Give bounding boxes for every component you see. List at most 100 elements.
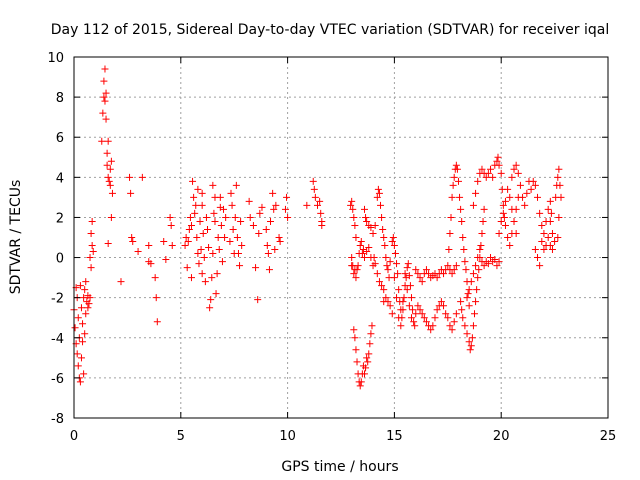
data-point	[379, 225, 387, 233]
data-point	[99, 109, 107, 117]
data-point	[529, 177, 537, 185]
data-point	[258, 203, 266, 211]
data-point	[255, 229, 263, 237]
data-point	[399, 306, 407, 314]
axis-ticks: 0 5 10 15 20 25 -8 -6 -4 -2 0 2 4 6 8 10	[47, 51, 616, 444]
data-point	[405, 302, 413, 310]
data-point	[269, 189, 277, 197]
data-point	[491, 256, 499, 264]
data-point	[516, 181, 524, 189]
data-point	[101, 65, 109, 73]
data-point	[145, 242, 153, 250]
data-point	[504, 185, 512, 193]
data-point	[467, 342, 475, 350]
data-point	[463, 294, 471, 302]
data-point	[103, 149, 111, 157]
data-point	[381, 242, 389, 250]
data-point	[209, 181, 217, 189]
data-point	[152, 294, 160, 302]
data-point	[208, 274, 216, 282]
data-point	[271, 246, 279, 254]
data-point	[309, 177, 317, 185]
data-point	[510, 217, 518, 225]
data-point	[81, 286, 89, 294]
x-tick-label: 20	[493, 429, 510, 444]
data-point	[80, 370, 88, 378]
data-point	[409, 306, 417, 314]
data-point	[272, 201, 280, 209]
data-point	[453, 165, 461, 173]
data-point	[556, 181, 564, 189]
data-point	[446, 322, 454, 330]
data-point	[86, 294, 94, 302]
data-point	[504, 234, 512, 241]
data-point	[106, 165, 114, 173]
data-point	[263, 242, 271, 250]
data-point	[527, 185, 535, 193]
data-point	[391, 250, 399, 258]
data-point	[395, 314, 403, 322]
data-point	[450, 266, 458, 274]
data-point	[168, 242, 176, 250]
data-point	[166, 213, 174, 221]
data-point	[405, 272, 413, 280]
data-point	[193, 234, 201, 241]
data-point	[373, 193, 381, 201]
data-point	[249, 221, 257, 229]
data-point	[134, 248, 142, 256]
data-point	[310, 185, 318, 193]
data-point	[480, 262, 488, 270]
data-point	[482, 173, 490, 181]
data-point	[403, 286, 411, 294]
data-point	[473, 286, 481, 294]
data-point	[267, 217, 275, 225]
data-point	[418, 278, 426, 286]
data-point	[448, 270, 456, 278]
data-point	[546, 217, 554, 225]
data-point	[87, 264, 95, 272]
data-point	[493, 157, 501, 165]
data-point	[102, 89, 110, 97]
data-point	[458, 217, 466, 225]
data-point	[444, 314, 452, 322]
data-point	[375, 278, 383, 286]
data-point	[107, 157, 115, 165]
data-point	[433, 274, 441, 282]
data-point	[506, 193, 514, 201]
data-point	[447, 213, 455, 221]
data-point	[371, 221, 379, 229]
data-point	[162, 256, 170, 264]
data-point	[469, 322, 477, 330]
data-point	[185, 225, 193, 233]
data-point	[487, 165, 495, 173]
data-point	[314, 201, 322, 209]
data-point	[536, 209, 544, 217]
data-point	[270, 205, 278, 213]
data-point	[548, 246, 556, 254]
data-point	[85, 300, 93, 308]
data-point	[183, 264, 191, 272]
data-point	[395, 286, 403, 294]
data-point	[367, 330, 375, 338]
y-tick-label: 10	[47, 51, 64, 66]
data-point	[495, 258, 503, 266]
data-point	[76, 282, 84, 290]
data-point	[365, 244, 373, 252]
data-point	[347, 201, 355, 209]
data-point	[80, 294, 88, 302]
data-point	[388, 238, 396, 246]
data-point	[283, 193, 291, 201]
data-point	[469, 270, 477, 278]
data-point	[218, 258, 226, 266]
data-point	[360, 205, 368, 213]
data-point	[234, 250, 242, 258]
data-point	[350, 326, 358, 334]
data-point	[461, 258, 469, 266]
data-point	[181, 242, 189, 250]
data-point	[501, 197, 509, 205]
data-point	[100, 77, 108, 85]
data-point	[227, 189, 235, 197]
data-point	[475, 266, 483, 274]
data-point	[160, 238, 168, 246]
